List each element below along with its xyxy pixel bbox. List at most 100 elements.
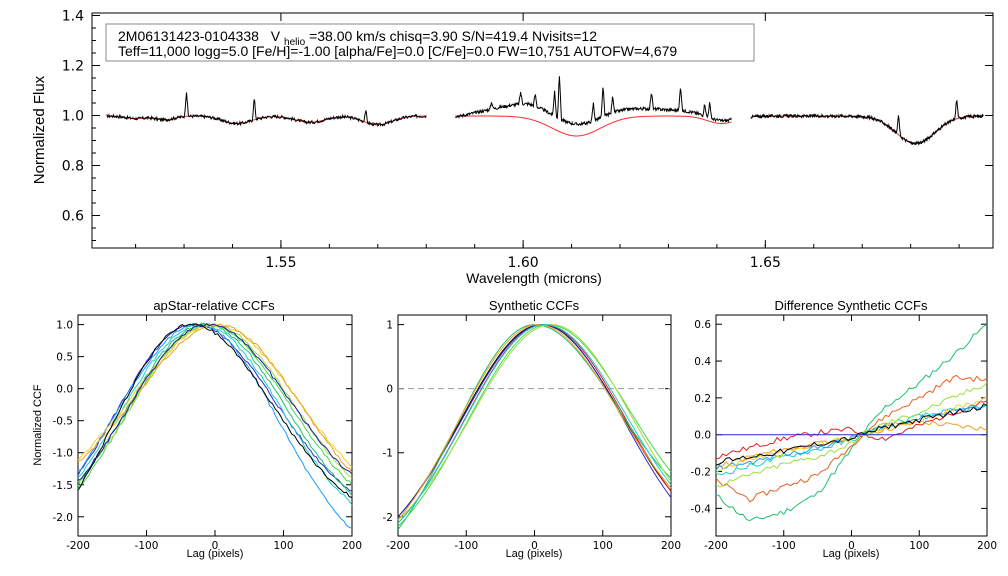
ccf-synth-x-tick-label: 0 [531, 540, 538, 552]
spectrum-y-tick-label: 0.6 [62, 209, 84, 225]
ccf-diff-y-tick-label: 0.6 [694, 319, 711, 331]
ccf-synth-lines [397, 324, 672, 530]
info-box-frame [105, 23, 755, 62]
ccf-synth-line-s8 [397, 324, 672, 524]
spectrum-axes-frame [91, 12, 994, 249]
ccf-synth-x-tick-label: 200 [661, 540, 681, 552]
ccf-synth-line-s7 [397, 324, 672, 521]
ccf-synth-y-tick-label: 1 [386, 320, 393, 332]
ccf-diff-x-axis-label: Lag (pixels) [823, 548, 880, 560]
ccf-apstar-line-v10 [77, 323, 353, 481]
ccf-synth-x-tick-label: 100 [593, 540, 613, 552]
observed-spectrum-line [455, 76, 732, 127]
ccf-synth-line-s5 [397, 324, 672, 527]
ccf-synth-line-s4 [397, 324, 672, 530]
spectrum-x-tick-label: 1.60 [508, 255, 539, 271]
spectrum-x-ticks: 1.55 1.60 1.65 [135, 13, 960, 271]
ccf-synth-y-tick-label: -1 [383, 448, 393, 460]
ccf-apstar-y-tick-label: -0.5 [53, 416, 74, 428]
ccf-synth-y-tick-label: 0 [386, 384, 393, 396]
v-helio-label: V [271, 28, 281, 44]
ccf-diff-line-d8 [715, 397, 988, 473]
ccf-synth-x-tick-label: -200 [386, 540, 410, 552]
observed-spectrum-line [750, 99, 984, 146]
ccf-apstar-y-tick-label: -1.0 [53, 448, 74, 460]
ccf-apstar-line-v7 [77, 323, 353, 468]
ccf-synth-line-s1 [397, 324, 672, 518]
ccf-apstar-line-v9 [77, 323, 353, 498]
ccf-diff-line-d7 [715, 382, 988, 488]
ccf-diff-line-d4 [715, 374, 988, 503]
ccf-diff-y-tick-label: 0.2 [694, 393, 711, 405]
spectrum-info-box: 2M06131423-0104338 V helio =38.00 km/s c… [105, 23, 755, 62]
spectrum-y-axis-label: Normalized Flux [31, 75, 48, 184]
ccf-diff-x-tick-label: 100 [909, 540, 929, 552]
ccf-apstar-lines [77, 322, 353, 530]
ccf-synth-line-s3 [397, 324, 672, 524]
ccf-synth-x-axis-label: Lag (pixels) [506, 548, 563, 560]
spectrum-x-tick-label: 1.55 [265, 255, 296, 271]
ccf-diff-y-tick-label: 0.4 [694, 356, 711, 368]
star-id: 2M06131423-0104338 [118, 28, 259, 44]
spectrum-panel: 0.6 0.8 1.0 1.2 1.4 1.55 1.60 1.65 Normalized … [31, 9, 994, 286]
ccf-apstar-line-v6 [77, 323, 353, 482]
ccf-diff-x-tick-label: 0 [848, 540, 855, 552]
ccf-apstar-line-v3 [77, 322, 353, 506]
ccf-apstar-x-tick-label: -100 [135, 540, 159, 552]
ccf-diff-panel: Difference Synthetic CCFs -200 -100 0 100 20… [691, 298, 998, 560]
ccf-diff-y-tick-label: -0.4 [691, 503, 712, 515]
ccf-apstar-title: apStar-relative CCFs [153, 298, 275, 313]
ccf-apstar-line-v1 [77, 323, 353, 492]
ccf-diff-x-tick-label: 200 [977, 540, 997, 552]
info-line-2: Teff=11,000 logg=5.0 [Fe/H]=-1.00 [alpha… [118, 43, 677, 59]
ccf-apstar-x-axis-label: Lag (pixels) [187, 548, 244, 560]
ccf-synth-y-tick-label: -2 [383, 512, 393, 524]
ccf-apstar-line-v4 [77, 322, 353, 496]
ccf-apstar-x-tick-label: 100 [273, 540, 293, 552]
spectrum-x-tick-label: 1.65 [750, 255, 781, 271]
ccf-diff-x-tick-label: -200 [704, 540, 728, 552]
model-spectrum-line [750, 115, 984, 144]
info-line-1: 2M06131423-0104338 V helio =38.00 km/s c… [118, 28, 597, 48]
ccf-diff-title: Difference Synthetic CCFs [775, 298, 928, 313]
ccf-diff-x-tick-label: -100 [772, 540, 796, 552]
spectrum-lines [106, 76, 984, 146]
ccf-apstar-y-tick-label: -2.0 [53, 512, 74, 524]
ccf-diff-line-d6 [715, 404, 988, 471]
spectrum-x-axis-label: Wavelength (microns) [466, 270, 602, 286]
ccf-apstar-panel: apStar-relative CCFs -200 -100 0 100 200 -2.0… [32, 298, 362, 560]
ccf-diff-line-d1 [715, 323, 988, 522]
ccf-diff-lines [715, 323, 988, 522]
spectrum-y-tick-label: 1.4 [62, 9, 84, 25]
ccf-apstar-y-tick-label: -1.5 [53, 480, 74, 492]
ccf-apstar-ticks: -200 -100 0 100 200 -2.0 -1.5 -1.0 -0.5 0.0 0.5 1.0 [53, 315, 362, 552]
spectrum-y-ticks: 0.6 0.8 1.0 1.2 1.4 [62, 9, 993, 241]
ccf-synth-line-s6 [397, 324, 672, 521]
spectrum-y-tick-label: 0.8 [62, 159, 84, 175]
ccf-synth-title: Synthetic CCFs [489, 298, 580, 313]
ccf-diff-line-d3 [715, 400, 988, 460]
ccf-diff-y-tick-label: -0.2 [691, 467, 712, 479]
ccf-synth-x-tick-label: -100 [454, 540, 478, 552]
spectrum-y-tick-label: 1.2 [62, 59, 84, 75]
ccf-apstar-y-tick-label: 0.0 [56, 384, 73, 396]
observed-spectrum-line [106, 92, 427, 127]
ccf-diff-axes-frame [715, 314, 988, 537]
ccf-apstar-y-tick-label: 1.0 [56, 320, 73, 332]
ccf-apstar-line-v5 [77, 323, 353, 490]
ccf-apstar-y-tick-label: 0.5 [56, 352, 73, 364]
v-helio-subscript: helio [284, 37, 306, 48]
ccf-apstar-y-axis-label: Normalized CCF [32, 384, 44, 466]
ccf-diff-line-d9 [715, 403, 988, 466]
ccf-diff-line-d5 [715, 403, 988, 475]
spectrum-y-tick-label: 1.0 [62, 109, 84, 125]
ccf-apstar-x-tick-label: 200 [342, 540, 362, 552]
ccf-synth-ticks: -200 -100 0 100 200 -2 -1 0 1 [383, 315, 681, 552]
ccf-apstar-x-tick-label: -200 [66, 540, 90, 552]
info-line-1-values: =38.00 km/s chisq=3.90 S/N=419.4 Nvisits… [309, 28, 597, 44]
ccf-synth-panel: Synthetic CCFs -200 -100 0 100 200 -2 -1 0 1 Lag… [383, 298, 682, 560]
ccf-diff-y-tick-label: 0.0 [694, 430, 711, 442]
ccf-synth-line-s2 [397, 324, 672, 518]
model-spectrum-line [455, 115, 732, 137]
